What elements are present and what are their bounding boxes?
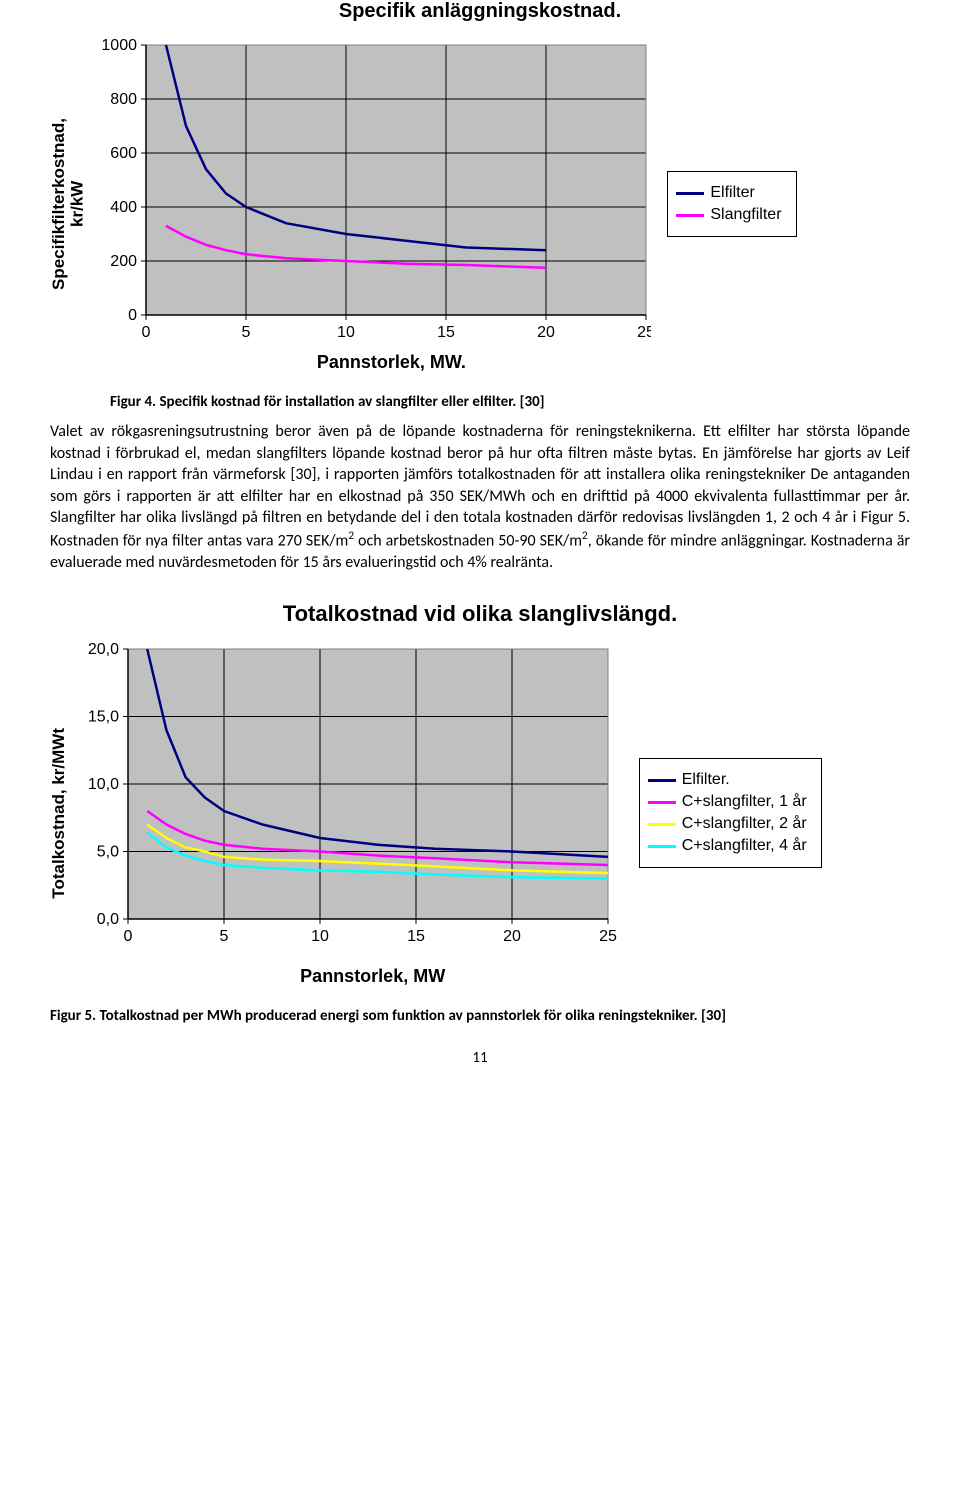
- svg-text:0,0: 0,0: [96, 911, 118, 928]
- legend-label: C+slangfilter, 2 år: [682, 815, 807, 833]
- svg-text:5: 5: [242, 324, 251, 341]
- legend-item: Slangfilter: [676, 206, 781, 224]
- chart1-title: Specifik anläggningskostnad.: [50, 0, 910, 23]
- chart-2-block: Totalkostnad vid olika slanglivslängd. T…: [50, 601, 910, 987]
- svg-text:25: 25: [599, 928, 617, 945]
- svg-text:200: 200: [111, 253, 138, 270]
- chart1-plot-wrap: Specifikfilterkostnad, kr/kW 05101520250…: [50, 35, 651, 373]
- chart2-plot-wrap: Totalkostnad, kr/MWt 0 5 10 15 20 25 0,0 5,0 10,…: [50, 639, 623, 987]
- chart1-legend: Elfilter Slangfilter: [667, 171, 796, 237]
- chart2-xlabel: Pannstorlek, MW: [73, 966, 623, 987]
- chart-1-block: Specifik anläggningskostnad. Specifikfil…: [50, 0, 910, 373]
- svg-text:10: 10: [311, 928, 329, 945]
- chart2-title: Totalkostnad vid olika slanglivslängd.: [50, 601, 910, 627]
- svg-text:25: 25: [637, 324, 651, 341]
- legend-item: C+slangfilter, 4 år: [648, 837, 807, 855]
- body-paragraph: Valet av rökgasreningsutrustning beror ä…: [50, 421, 910, 573]
- svg-text:15: 15: [437, 324, 455, 341]
- legend-item: C+slangfilter, 1 år: [648, 793, 807, 811]
- svg-text:20,0: 20,0: [88, 641, 119, 658]
- page-number: 11: [50, 1049, 910, 1067]
- chart2-legend: Elfilter. C+slangfilter, 1 år C+slangfilte…: [639, 758, 822, 868]
- svg-text:15,0: 15,0: [88, 709, 119, 726]
- legend-swatch: [648, 823, 676, 826]
- svg-text:400: 400: [111, 199, 138, 216]
- svg-text:15: 15: [407, 928, 425, 945]
- figure4-caption: Figur 4. Specifik kostnad för installati…: [50, 393, 910, 411]
- svg-text:600: 600: [111, 145, 138, 162]
- svg-text:20: 20: [537, 324, 555, 341]
- svg-text:0: 0: [128, 307, 137, 324]
- chart2-row: Totalkostnad, kr/MWt 0 5 10 15 20 25 0,0 5,0 10,…: [50, 639, 910, 987]
- svg-text:5: 5: [219, 928, 228, 945]
- chart1-row: Specifikfilterkostnad, kr/kW 05101520250…: [50, 35, 910, 373]
- svg-text:10: 10: [337, 324, 355, 341]
- legend-label: C+slangfilter, 1 år: [682, 793, 807, 811]
- chart2-svg: 0 5 10 15 20 25 0,0 5,0 10,0 15,0 20,0: [73, 639, 623, 959]
- svg-text:1000: 1000: [102, 37, 138, 54]
- legend-label: C+slangfilter, 4 år: [682, 837, 807, 855]
- figure5-caption: Figur 5. Totalkostnad per MWh producerad…: [50, 1007, 910, 1025]
- legend-item: C+slangfilter, 2 år: [648, 815, 807, 833]
- legend-item: Elfilter.: [648, 771, 807, 789]
- legend-swatch: [648, 779, 676, 782]
- chart2-ylabel: Totalkostnad, kr/MWt: [50, 728, 69, 899]
- legend-item: Elfilter: [676, 184, 781, 202]
- svg-text:0: 0: [123, 928, 132, 945]
- legend-label: Elfilter: [710, 184, 754, 202]
- svg-text:10,0: 10,0: [88, 776, 119, 793]
- legend-swatch: [676, 192, 704, 195]
- legend-label: Elfilter.: [682, 771, 730, 789]
- chart2-plot-and-x: 0 5 10 15 20 25 0,0 5,0 10,0 15,0 20,0 Pannstorlek…: [73, 639, 623, 987]
- svg-text:5,0: 5,0: [96, 844, 118, 861]
- legend-swatch: [648, 801, 676, 804]
- svg-text:20: 20: [503, 928, 521, 945]
- legend-swatch: [648, 845, 676, 848]
- chart1-xlabel: Pannstorlek, MW.: [91, 352, 651, 373]
- legend-label: Slangfilter: [710, 206, 781, 224]
- legend-swatch: [676, 214, 704, 217]
- svg-text:0: 0: [142, 324, 151, 341]
- svg-text:800: 800: [111, 91, 138, 108]
- chart1-svg: 0 5 10 15 20 25 0 200 400 600 800 1000: [91, 35, 651, 345]
- chart1-ylabel: Specifikfilterkostnad, kr/kW: [50, 118, 87, 290]
- chart1-plot-and-x: 0 5 10 15 20 25 0 200 400 600 800 1000 Pannstorlek,…: [91, 35, 651, 373]
